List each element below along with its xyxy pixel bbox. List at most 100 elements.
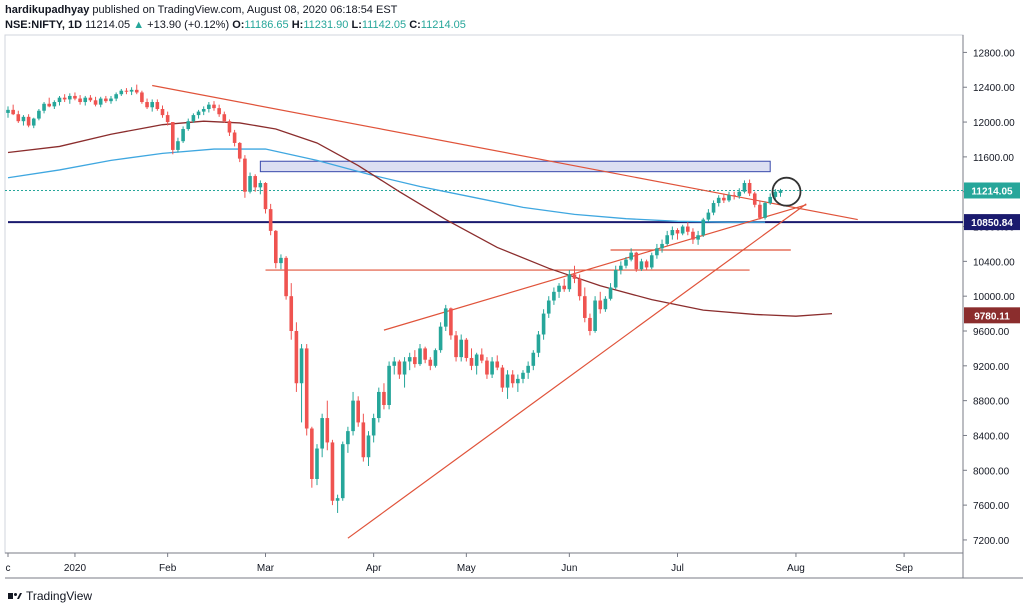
change-arrow-icon: ▲ [133, 19, 145, 31]
moving-average-fast [7, 148, 766, 223]
candle-body [47, 103, 51, 107]
candle-body [629, 252, 633, 260]
candle-body [98, 98, 103, 105]
candle-body [104, 98, 108, 102]
candle-body [490, 361, 494, 375]
resistance-zone [259, 160, 771, 173]
symbol-name[interactable]: NSE:NIFTY, 1D [5, 19, 83, 31]
candle-body [310, 428, 314, 479]
candle-body [335, 498, 340, 501]
y-tick-label: 11600.00 [973, 153, 1014, 164]
y-tick-label: 8400.00 [973, 431, 1010, 442]
close-label: C: [409, 19, 421, 31]
candle-body [26, 116, 31, 126]
publisher-name[interactable]: hardikupadhyay [5, 4, 90, 16]
candle-body [114, 94, 118, 99]
candle-body [603, 298, 608, 310]
tradingview-footer[interactable]: TradingView [8, 589, 92, 603]
candle-body [701, 219, 706, 236]
trendline [152, 84, 858, 221]
candle-body [212, 104, 216, 109]
candle-body [93, 100, 98, 105]
open-label: O: [232, 19, 245, 31]
candle-body [289, 296, 294, 331]
symbol-legend: NSE:NIFTY, 1D 11214.05 ▲ +13.90 (+0.12%)… [5, 18, 466, 32]
candle-body [78, 98, 82, 103]
candle-body [52, 102, 57, 107]
candle-body [464, 339, 469, 358]
candle-body [171, 122, 175, 150]
candle-body [613, 270, 618, 288]
high-value: 11231.90 [303, 19, 349, 31]
trendline [383, 204, 807, 331]
candle-body [639, 261, 644, 270]
candle-body [526, 365, 530, 373]
candle-body [351, 400, 355, 432]
candle-body [284, 257, 288, 297]
candle-body [443, 308, 448, 327]
candle-body [392, 361, 397, 366]
y-tick-label: 12000.00 [973, 118, 1015, 129]
candle-body [274, 230, 278, 264]
candle-body [773, 191, 778, 197]
open-value: 11186.65 [244, 19, 289, 31]
candle-body [263, 183, 268, 210]
candle-body [268, 209, 273, 231]
x-tick-label: May [457, 563, 476, 574]
y-tick-label: 8800.00 [973, 397, 1010, 408]
candle-body [176, 141, 180, 150]
candle-body [366, 435, 371, 458]
candle-body [356, 400, 360, 423]
candle-body [377, 391, 381, 419]
candle-body [57, 97, 62, 103]
candle-body [150, 102, 154, 108]
candle-body [418, 348, 422, 365]
y-tick-label: 9200.00 [973, 362, 1010, 373]
candle-body [346, 431, 350, 445]
candle-body [505, 374, 510, 388]
candle-body [407, 357, 412, 362]
candle-body [732, 195, 736, 197]
candle-body [655, 248, 659, 256]
x-tick-label: Jun [561, 563, 577, 574]
candle-body [758, 204, 762, 218]
low-label: L: [351, 19, 362, 31]
price-change: +13.90 (+0.12%) [147, 19, 230, 31]
candle-body [686, 226, 690, 232]
candle-body [644, 261, 649, 268]
candle-body [201, 109, 206, 112]
candle-body [495, 361, 500, 368]
candle-body [541, 313, 546, 335]
candle-body [361, 422, 366, 458]
y-tick-label: 8000.00 [973, 466, 1010, 477]
candle-body [119, 90, 124, 95]
moving-average-slow [7, 120, 833, 317]
candle-body [340, 444, 345, 499]
candle-body [83, 97, 88, 103]
candle-body [42, 103, 46, 111]
published-text: published on TradingView.com, August 08,… [92, 4, 398, 16]
candle-body [191, 115, 196, 122]
candle-body [21, 116, 26, 122]
candle-body [562, 285, 566, 290]
candle-body [438, 326, 443, 351]
candle-body [722, 197, 726, 201]
candle-body [258, 183, 263, 188]
candle-body [763, 203, 767, 218]
candle-body [186, 121, 191, 130]
candle-body [583, 296, 587, 318]
candle-body [567, 274, 572, 290]
candle-body [222, 114, 227, 122]
x-tick-label: 2020 [64, 563, 87, 574]
y-tick-label: 12400.00 [973, 83, 1015, 94]
candle-body [742, 183, 747, 192]
candle-body [516, 378, 520, 384]
candle-body [706, 212, 711, 220]
candle-body [330, 442, 335, 501]
price-label-text: 9780.11 [974, 311, 1010, 322]
candle-body [675, 230, 680, 234]
plot-area [4, 34, 964, 554]
x-tick-label: Mar [257, 563, 275, 574]
candle-body [711, 203, 716, 213]
